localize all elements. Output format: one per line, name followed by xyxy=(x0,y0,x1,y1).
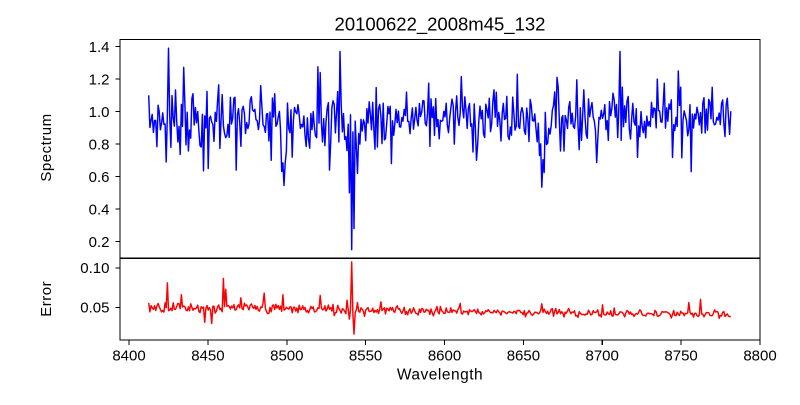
svg-text:8400: 8400 xyxy=(112,348,145,365)
svg-text:20100622_2008m45_132: 20100622_2008m45_132 xyxy=(335,14,546,36)
svg-text:0.6: 0.6 xyxy=(89,169,110,186)
svg-text:0.8: 0.8 xyxy=(89,136,110,153)
svg-text:Error: Error xyxy=(38,281,55,317)
svg-text:1.4: 1.4 xyxy=(89,39,110,56)
svg-text:8500: 8500 xyxy=(270,348,303,365)
svg-text:8450: 8450 xyxy=(191,348,224,365)
svg-text:8750: 8750 xyxy=(664,348,697,365)
svg-text:8650: 8650 xyxy=(507,348,540,365)
svg-text:0.05: 0.05 xyxy=(80,300,109,317)
svg-text:0.10: 0.10 xyxy=(80,260,109,277)
svg-text:0.2: 0.2 xyxy=(89,234,110,251)
svg-text:Spectrum: Spectrum xyxy=(38,113,55,181)
svg-text:1.0: 1.0 xyxy=(89,104,110,121)
svg-text:Wavelength: Wavelength xyxy=(397,366,483,383)
svg-text:0.4: 0.4 xyxy=(89,201,110,218)
svg-text:8800: 8800 xyxy=(743,348,776,365)
svg-text:8700: 8700 xyxy=(586,348,619,365)
svg-text:1.2: 1.2 xyxy=(89,71,110,88)
svg-text:8550: 8550 xyxy=(349,348,382,365)
svg-text:8600: 8600 xyxy=(428,348,461,365)
